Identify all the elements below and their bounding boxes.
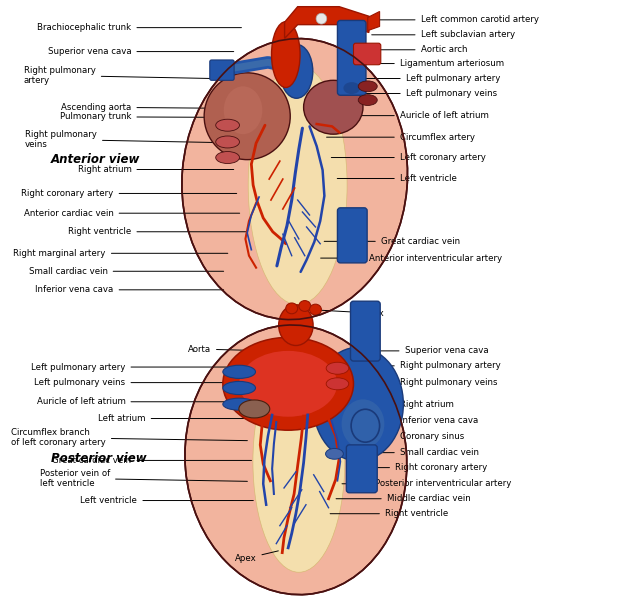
Text: Left pulmonary veins: Left pulmonary veins	[34, 378, 241, 387]
FancyBboxPatch shape	[350, 301, 380, 361]
Text: Auricle of left atrium: Auricle of left atrium	[332, 111, 489, 120]
Ellipse shape	[185, 325, 407, 595]
Text: Inferior vena cava: Inferior vena cava	[360, 416, 478, 425]
Text: Left common carotid artery: Left common carotid artery	[361, 16, 538, 25]
Text: Right coronary artery: Right coronary artery	[21, 189, 237, 198]
Ellipse shape	[216, 136, 239, 148]
Ellipse shape	[326, 362, 349, 374]
FancyBboxPatch shape	[346, 445, 377, 493]
Ellipse shape	[309, 304, 322, 315]
Text: Great cardiac vein: Great cardiac vein	[52, 456, 251, 465]
Text: Right pulmonary
artery: Right pulmonary artery	[24, 66, 210, 85]
Ellipse shape	[279, 305, 313, 346]
Polygon shape	[285, 7, 369, 38]
Ellipse shape	[358, 95, 377, 106]
Text: Right atrium: Right atrium	[78, 165, 234, 174]
Text: Posterior interventricular artery: Posterior interventricular artery	[342, 479, 511, 488]
Text: Aortic arch: Aortic arch	[354, 45, 467, 54]
Ellipse shape	[313, 347, 403, 461]
Text: Apex: Apex	[300, 308, 385, 317]
Ellipse shape	[182, 38, 408, 320]
Ellipse shape	[204, 73, 290, 160]
Text: Right ventricle: Right ventricle	[330, 509, 449, 518]
Text: Ligamentum arteriosum: Ligamentum arteriosum	[361, 59, 504, 68]
Ellipse shape	[304, 80, 363, 134]
Text: Ascending aorta: Ascending aorta	[61, 103, 241, 112]
Text: Aorta: Aorta	[188, 344, 269, 353]
Text: Circumflex artery: Circumflex artery	[327, 133, 475, 142]
Ellipse shape	[280, 44, 313, 98]
Text: Left ventricle: Left ventricle	[80, 496, 253, 505]
Text: Posterior vein of
left ventricle: Posterior vein of left ventricle	[40, 469, 248, 488]
Text: Pulmonary trunk: Pulmonary trunk	[60, 112, 241, 121]
Ellipse shape	[272, 22, 300, 88]
Text: Small cardiac vein: Small cardiac vein	[355, 448, 478, 457]
Ellipse shape	[224, 86, 262, 134]
Ellipse shape	[343, 82, 360, 94]
Text: Anterior view: Anterior view	[50, 153, 140, 166]
FancyBboxPatch shape	[353, 43, 381, 65]
Text: Left ventricle: Left ventricle	[338, 174, 457, 183]
Text: Inferior vena cava: Inferior vena cava	[35, 286, 224, 295]
Ellipse shape	[248, 65, 347, 305]
Text: Left pulmonary artery: Left pulmonary artery	[349, 74, 500, 83]
Ellipse shape	[223, 398, 255, 410]
Text: Auricle of left atrium: Auricle of left atrium	[36, 397, 248, 406]
Ellipse shape	[341, 400, 384, 448]
Ellipse shape	[223, 365, 255, 379]
Text: Right pulmonary artery: Right pulmonary artery	[367, 361, 501, 370]
Ellipse shape	[326, 378, 349, 390]
FancyBboxPatch shape	[338, 20, 366, 95]
FancyBboxPatch shape	[210, 60, 234, 80]
Text: Superior vena cava: Superior vena cava	[360, 346, 488, 355]
Text: Left coronary artery: Left coronary artery	[331, 153, 486, 162]
Text: Left atrium: Left atrium	[98, 414, 253, 423]
Ellipse shape	[299, 301, 311, 311]
Ellipse shape	[358, 81, 377, 92]
Ellipse shape	[325, 448, 343, 459]
Text: Small cardiac vein: Small cardiac vein	[29, 267, 224, 276]
Text: Left subclavian artery: Left subclavian artery	[372, 31, 515, 40]
Text: Right pulmonary
veins: Right pulmonary veins	[25, 130, 216, 149]
Ellipse shape	[223, 382, 255, 395]
Text: Coronary sinus: Coronary sinus	[358, 432, 464, 441]
Ellipse shape	[316, 13, 327, 24]
Text: Right marginal artery: Right marginal artery	[13, 249, 228, 258]
Text: Brachiocephalic trunk: Brachiocephalic trunk	[37, 23, 241, 32]
Text: Left pulmonary veins: Left pulmonary veins	[349, 89, 497, 98]
Polygon shape	[367, 11, 380, 31]
Ellipse shape	[239, 351, 337, 417]
Text: Left pulmonary artery: Left pulmonary artery	[31, 362, 242, 371]
Text: Great cardiac vein: Great cardiac vein	[324, 237, 460, 246]
Ellipse shape	[239, 400, 270, 418]
Text: Right coronary artery: Right coronary artery	[352, 463, 487, 472]
Text: Right ventricle: Right ventricle	[68, 227, 246, 236]
Text: Right pulmonary veins: Right pulmonary veins	[364, 378, 497, 387]
Text: Posterior view: Posterior view	[50, 452, 146, 465]
Ellipse shape	[216, 152, 239, 164]
Ellipse shape	[286, 303, 298, 314]
Text: Anterior interventricular artery: Anterior interventricular artery	[321, 254, 502, 263]
Ellipse shape	[253, 351, 345, 572]
Ellipse shape	[216, 119, 239, 131]
Text: Circumflex branch
of left coronary artery: Circumflex branch of left coronary arter…	[11, 428, 248, 448]
Ellipse shape	[223, 337, 353, 430]
FancyBboxPatch shape	[338, 208, 367, 263]
Text: Middle cardiac vein: Middle cardiac vein	[336, 494, 470, 503]
Text: Anterior cardiac vein: Anterior cardiac vein	[24, 209, 240, 218]
Text: Apex: Apex	[235, 551, 278, 563]
Text: Right atrium: Right atrium	[364, 400, 454, 409]
Text: Superior vena cava: Superior vena cava	[48, 47, 234, 56]
